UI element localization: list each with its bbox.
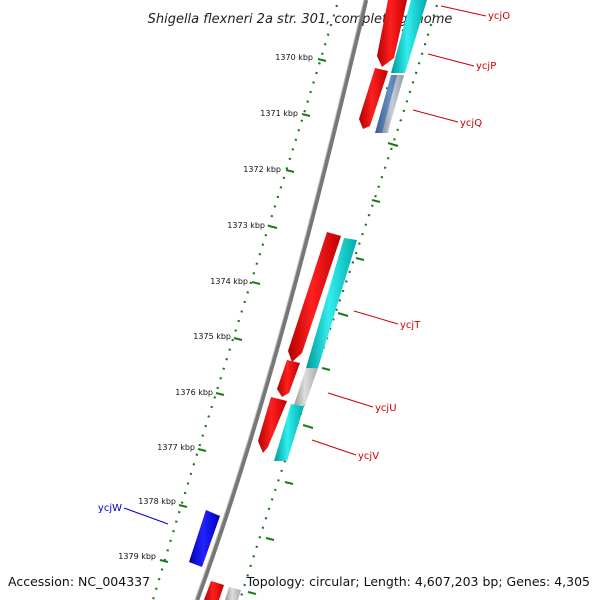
- orf-bar-grey: [382, 75, 404, 133]
- gene-cluster-middle: [258, 232, 357, 461]
- scale-ticks: 1370 kbp 1371 kbp 1372 kbp 1373 kbp 1374…: [118, 53, 327, 563]
- cds-arrow: [277, 360, 300, 397]
- tick-label: 1374 kbp: [210, 277, 248, 286]
- feature-ring-right: [238, 4, 439, 600]
- tick-mark: [317, 58, 327, 62]
- gene-label-ycjW: ycjW: [98, 503, 122, 514]
- tick-mark: [251, 281, 261, 285]
- cds-arrow: [288, 232, 341, 362]
- cds-arrow: [359, 68, 388, 129]
- gene-label-ycjV: ycjV: [358, 451, 379, 462]
- cds-arrow: [258, 397, 287, 453]
- tick-label: 1375 kbp: [193, 332, 231, 341]
- tick-label: 1372 kbp: [243, 165, 281, 174]
- orf-bar: [391, 0, 427, 73]
- gene-label-ycjU: ycjU: [375, 403, 397, 414]
- topology-text: Topology: circular; Length: 4,607,203 bp…: [246, 574, 590, 589]
- tick-mark: [301, 113, 311, 117]
- orf-bar: [274, 404, 304, 461]
- genome-backbone-highlight: [194, 0, 365, 600]
- reverse-gene-arrow: [189, 510, 220, 567]
- gene-label-ycjQ: ycjQ: [460, 118, 482, 129]
- gene-label-ycjP: ycjP: [476, 61, 496, 72]
- other-bar: [225, 587, 241, 600]
- tick-mark: [197, 448, 207, 452]
- tick-mark: [215, 392, 225, 396]
- cds-arrow: [377, 0, 407, 67]
- gene-cluster-bottom: [204, 581, 241, 600]
- accession-text: Accession: NC_004337: [8, 574, 150, 589]
- tick-label: 1370 kbp: [275, 53, 313, 62]
- tick-label: 1378 kbp: [138, 497, 176, 506]
- genome-backbone: [194, 0, 369, 600]
- gene-leaders: [123, 5, 487, 525]
- tick-mark: [178, 504, 188, 508]
- tick-mark: [159, 559, 169, 563]
- tick-label: 1376 kbp: [175, 388, 213, 397]
- gene-label-ycjT: ycjT: [400, 320, 421, 331]
- orf-bar: [306, 238, 357, 368]
- tick-mark: [233, 337, 243, 341]
- other-bar: [294, 368, 318, 405]
- gene-label-ycjO: ycjO: [488, 11, 510, 22]
- map-title: Shigella flexneri 2a str. 301, complete …: [148, 12, 453, 27]
- tick-mark: [285, 169, 295, 173]
- tick-label: 1377 kbp: [157, 443, 195, 452]
- tick-label: 1371 kbp: [260, 109, 298, 118]
- cds-arrow: [204, 581, 224, 600]
- tick-label: 1379 kbp: [118, 552, 156, 561]
- tick-label: 1373 kbp: [227, 221, 265, 230]
- gene-cluster-top: [359, 0, 427, 133]
- tick-mark: [268, 225, 278, 229]
